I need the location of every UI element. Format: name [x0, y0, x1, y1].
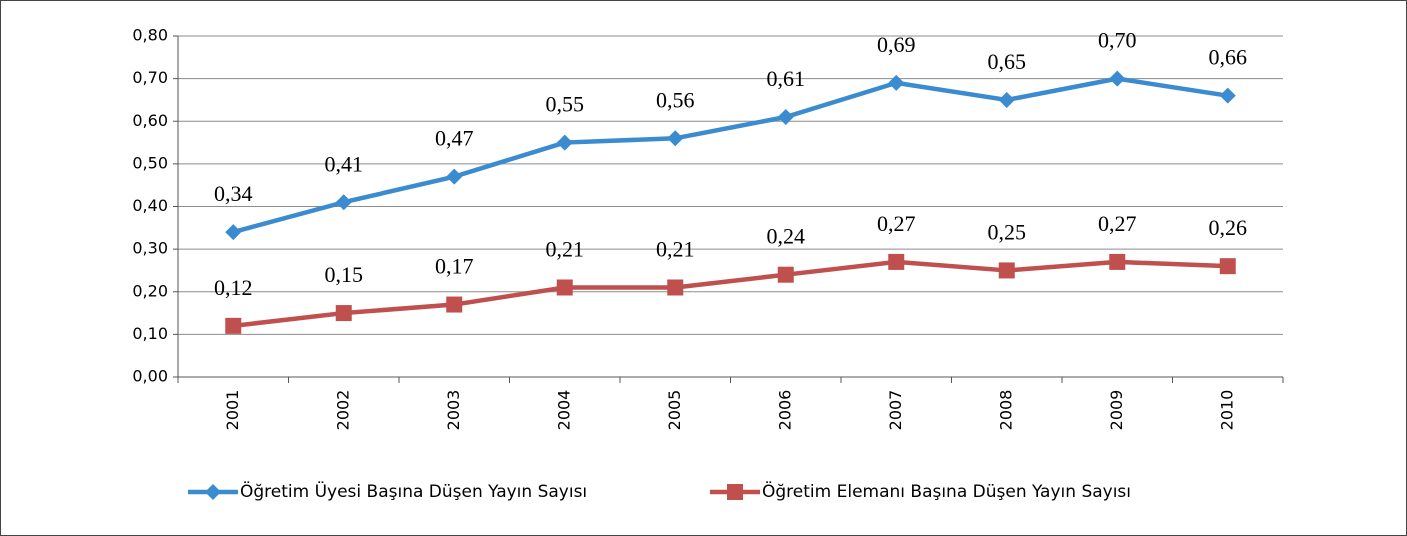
- y-tick-label: 0,70: [132, 68, 168, 87]
- x-tick-label: 2001: [223, 390, 242, 431]
- point: [225, 224, 242, 241]
- point: [335, 194, 352, 211]
- point: [1219, 87, 1236, 104]
- legend-label: Öğretim Elemanı Başına Düşen Yayın Sayıs…: [762, 480, 1131, 502]
- point: [335, 305, 352, 322]
- point: [777, 266, 794, 283]
- x-tick-label: 2002: [333, 390, 352, 431]
- data-label: 0,41: [325, 151, 364, 176]
- data-label: 0,24: [767, 224, 806, 249]
- x-tick-label: 2010: [1217, 390, 1236, 431]
- x-tick-label: 2009: [1107, 390, 1126, 431]
- data-label: 0,61: [767, 66, 806, 91]
- point: [1109, 253, 1126, 270]
- x-tick-label: 2008: [996, 390, 1015, 431]
- y-tick-label: 0,60: [132, 111, 168, 130]
- data-label: 0,34: [214, 181, 253, 206]
- y-tick-label: 0,20: [132, 281, 168, 300]
- data-label: 0,55: [546, 92, 585, 117]
- data-label: 0,27: [1098, 211, 1137, 236]
- data-label: 0,21: [546, 237, 585, 262]
- point: [888, 74, 905, 91]
- line: [232, 76, 1229, 235]
- point: [556, 279, 573, 296]
- data-label: 0,47: [435, 126, 474, 151]
- point: [556, 134, 573, 151]
- line: [232, 259, 1228, 329]
- point: [998, 262, 1015, 279]
- data-label: 0,56: [656, 87, 695, 112]
- point: [1219, 258, 1236, 275]
- x-tick-label: 2003: [444, 390, 463, 431]
- point: [1109, 70, 1126, 87]
- y-tick-label: 0,50: [132, 153, 168, 172]
- point: [667, 279, 684, 296]
- point: [998, 91, 1015, 108]
- data-label: 0,69: [877, 32, 916, 57]
- data-label: 0,25: [988, 219, 1027, 244]
- x-tick-label: 2005: [665, 390, 684, 431]
- y-tick-label: 0,40: [132, 196, 168, 215]
- y-tick-label: 0,00: [132, 367, 168, 386]
- data-label: 0,66: [1209, 45, 1248, 70]
- data-label: 0,12: [214, 275, 253, 300]
- point: [446, 296, 463, 313]
- point: [225, 317, 242, 334]
- legend-label: Öğretim Üyesi Başına Düşen Yayın Sayısı: [240, 480, 587, 502]
- legend-marker: [727, 484, 743, 500]
- x-tick-label: 2007: [886, 390, 905, 431]
- data-label: 0,26: [1209, 215, 1248, 240]
- x-tick-label: 2006: [775, 390, 794, 431]
- y-tick-label: 0,30: [132, 239, 168, 258]
- data-label: 0,17: [435, 254, 474, 279]
- data-label: 0,21: [656, 237, 695, 262]
- data-label: 0,15: [325, 262, 364, 287]
- data-label: 0,27: [877, 211, 916, 236]
- point: [667, 130, 684, 147]
- legend-marker: [205, 484, 221, 500]
- y-tick-label: 0,10: [132, 324, 168, 343]
- data-label: 0,70: [1098, 28, 1137, 53]
- point: [777, 108, 794, 125]
- point: [888, 253, 905, 270]
- point: [446, 168, 463, 185]
- data-label: 0,65: [988, 49, 1027, 74]
- y-tick-label: 0,80: [132, 26, 168, 45]
- x-tick-label: 2004: [554, 390, 573, 431]
